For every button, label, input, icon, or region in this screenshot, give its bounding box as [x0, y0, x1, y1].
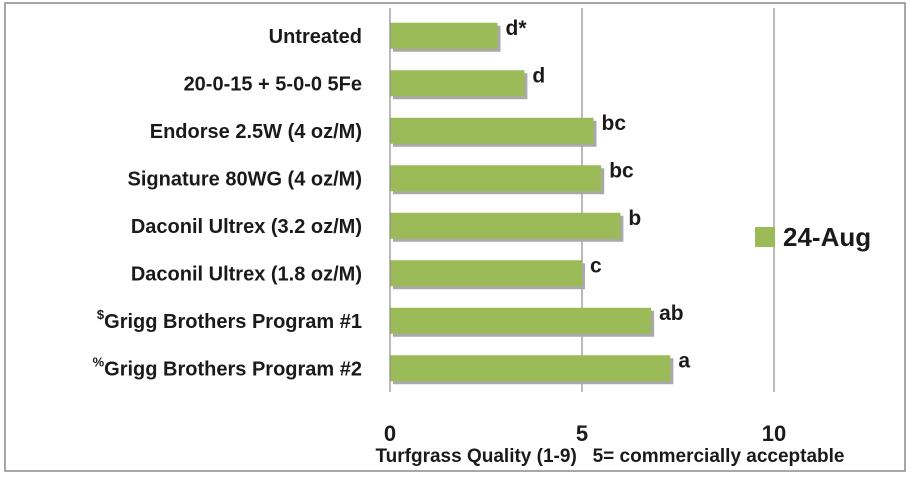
category-label: $Grigg Brothers Program #1: [97, 307, 362, 333]
category-label: 20-0-15 + 5-0-0 5Fe: [184, 73, 362, 95]
bar: [390, 355, 671, 382]
category-label: %Grigg Brothers Program #2: [93, 354, 362, 380]
x-axis-title: Turfgrass Quality (1-9) 5= commercially …: [375, 446, 844, 467]
bars: [390, 22, 674, 385]
data-label: d: [532, 64, 545, 87]
bar: [390, 307, 652, 334]
category-label: Untreated: [269, 26, 362, 48]
data-label: d*: [506, 17, 528, 40]
bar: [390, 212, 621, 239]
x-tick-label: 0: [384, 421, 396, 446]
bar: [390, 260, 582, 287]
category-label: Signature 80WG (4 oz/M): [128, 168, 362, 190]
category-label: Endorse 2.5W (4 oz/M): [150, 121, 362, 143]
bar: [390, 165, 602, 192]
data-label: bc: [609, 159, 634, 182]
data-label: b: [628, 207, 641, 230]
data-label: c: [590, 254, 602, 277]
data-label: ab: [659, 302, 684, 325]
category-label: Daconil Ultrex (3.2 oz/M): [131, 216, 362, 238]
bar: [390, 70, 525, 97]
data-label: a: [678, 349, 690, 372]
bar: [390, 22, 498, 49]
data-label: bc: [602, 112, 627, 135]
x-tick-label: 5: [576, 421, 588, 446]
x-tick-label: 10: [762, 421, 786, 446]
legend: 24-Aug: [755, 222, 871, 252]
legend-swatch: [755, 227, 775, 247]
tick-labels: 0 5 10: [384, 421, 786, 446]
category-label: Daconil Ultrex (1.8 oz/M): [131, 263, 362, 285]
bar: [390, 117, 594, 144]
legend-label: 24-Aug: [783, 222, 871, 252]
